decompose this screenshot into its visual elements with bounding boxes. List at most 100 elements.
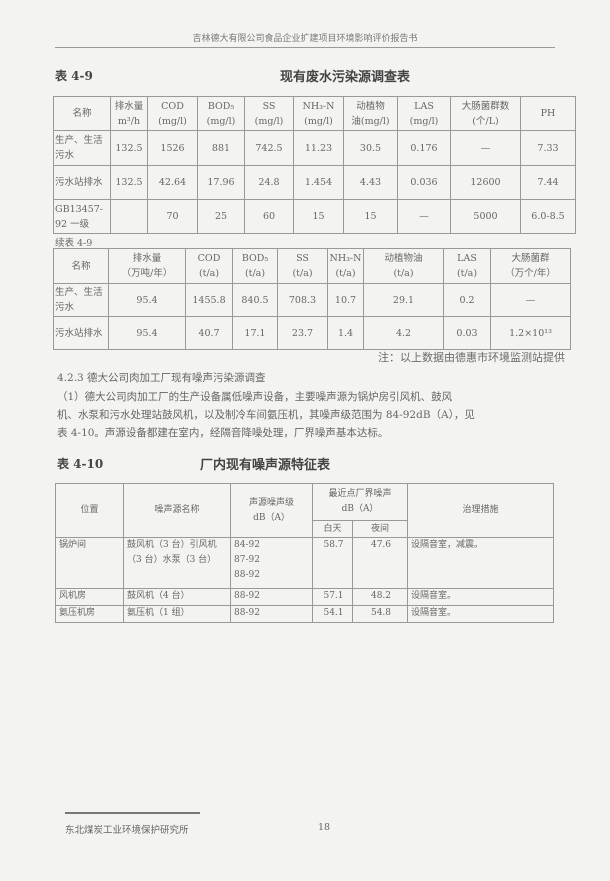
table-cell: 1.2×10¹³ (490, 316, 571, 350)
table-cell: 1.454 (293, 165, 344, 200)
table-row: 氨压机房 氨压机（1 组） 88-92 54.1 54.8 设隔音室。 (55, 605, 555, 623)
header-rule (55, 47, 555, 48)
cell-level: 88-92 (230, 588, 313, 606)
table-cell: 30.5 (343, 130, 398, 166)
table-cell: 24.8 (244, 165, 294, 200)
column-header: PH (520, 96, 576, 131)
running-header: 吉林德大有限公司食品企业扩建项目环境影响评价报告书 (192, 34, 418, 44)
cell-measure: 设隔音室。 (407, 588, 555, 606)
column-header: COD (t/a) (185, 248, 233, 284)
cell-night: 47.6 (351, 537, 409, 589)
table-cell: — (450, 130, 521, 166)
table-cell: 95.4 (108, 283, 186, 317)
column-header: BOD₅ (mg/l) (197, 96, 245, 131)
column-header: SS (mg/l) (244, 96, 294, 131)
table-cell: 10.7 (327, 283, 364, 317)
table-cell: 7.44 (520, 165, 576, 200)
cell-measure: 设隔音室。 (407, 605, 555, 623)
table-cell: 污水站排水 (53, 316, 109, 350)
column-header: 大肠菌群 （万个/年） (490, 248, 571, 284)
cell-location: 锅炉间 (55, 537, 124, 589)
header-location: 位置 (55, 483, 124, 538)
table3-title: 厂内现有噪声源特征表 (200, 458, 331, 473)
table-cell: 1526 (147, 130, 198, 166)
column-header: BOD₅ (t/a) (232, 248, 278, 284)
cell-level: 88-92 (230, 605, 313, 623)
cell-source: 鼓风机（4 台） (123, 588, 231, 606)
table-cell: 生产、生活污水 (53, 130, 111, 166)
column-header: 排水量 m³/h (110, 96, 148, 131)
table2-caption: 续表 4-9 (55, 238, 93, 249)
table-cell: 23.7 (277, 316, 328, 350)
header-level: 声源噪声级 dB（A） (230, 483, 313, 538)
table-cell: — (397, 199, 451, 234)
column-header: 排水量 （万吨/年） (108, 248, 186, 284)
table-row: 污水站排水 132.5 42.64 17.96 24.8 1.454 4.43 0.036 12… (53, 165, 576, 200)
table-cell: 15 (343, 199, 398, 234)
cell-night: 48.2 (351, 588, 409, 606)
cell-day: 58.7 (312, 537, 353, 589)
footer-org: 东北煤炭工业环境保护研究所 (65, 825, 189, 836)
table-cell: 70 (147, 199, 198, 234)
cell-location: 氨压机房 (55, 605, 124, 623)
table-cell: 6.0-8.5 (520, 199, 576, 234)
cell-source: 氨压机（1 组） (123, 605, 231, 623)
column-header: 名称 (53, 248, 109, 284)
table-cell (110, 199, 148, 234)
column-header: 大肠菌群数 (个/L) (450, 96, 521, 131)
table-cell: 42.64 (147, 165, 198, 200)
footer-rule (65, 812, 200, 814)
column-header: SS (t/a) (277, 248, 328, 284)
table-cell: 95.4 (108, 316, 186, 350)
table-cell: 生产、生活污水 (53, 283, 109, 317)
paragraph-line: （1）德大公司肉加工厂的生产设备属低噪声设备，主要噪声源为锅炉房引风机、鼓风 (57, 391, 453, 403)
cell-source: 鼓风机（3 台）引风机（3 台）水泵（3 台） (123, 537, 231, 589)
table1-caption: 表 4-9 (55, 69, 93, 83)
table1-title: 现有废水污染源调查表 (280, 70, 411, 85)
table-header-row: 名称 排水量 （万吨/年） COD (t/a) BOD₅ (t/a) SS (t/a) N… (53, 248, 571, 284)
table-cell: 15 (293, 199, 344, 234)
table-cell: 0.176 (397, 130, 451, 166)
cell-day: 57.1 (312, 588, 353, 606)
table-cell: 污水站排水 (53, 165, 111, 200)
wastewater-annual-table: 名称 排水量 （万吨/年） COD (t/a) BOD₅ (t/a) SS (t/a) N… (53, 248, 571, 350)
table-cell: 5000 (450, 199, 521, 234)
table-cell: 1.4 (327, 316, 364, 350)
cell-night: 54.8 (351, 605, 409, 623)
table-cell: 4.2 (363, 316, 444, 350)
cell-day: 54.1 (312, 605, 353, 623)
column-header: NH₃-N (mg/l) (293, 96, 344, 131)
table-cell: 0.03 (443, 316, 491, 350)
table-cell: 0.036 (397, 165, 451, 200)
column-header: 名称 (53, 96, 111, 131)
table-cell: 29.1 (363, 283, 444, 317)
paragraph-line: 表 4-10。声源设备都建在室内，经隔音降噪处理，厂界噪声基本达标。 (57, 427, 389, 439)
cell-level: 84-92 87-92 88-92 (230, 537, 313, 589)
column-header: NH₃-N (t/a) (327, 248, 364, 284)
table-cell: 25 (197, 199, 245, 234)
table-row: 生产、生活污水 95.4 1455.8 840.5 708.3 10.7 29.1 0.2— (53, 283, 571, 317)
table-cell: 840.5 (232, 283, 278, 317)
table-cell: 4.43 (343, 165, 398, 200)
page-number: 18 (318, 822, 331, 833)
column-header: LAS (mg/l) (397, 96, 451, 131)
table-row: GB13457-92 一级 70 25 60 15 15—5000 6.0-8.5 (53, 199, 576, 234)
cell-measure: 设隔音室，减震。 (407, 537, 555, 589)
table2-note: 注：以上数据由德惠市环境监测站提供 (378, 351, 565, 364)
wastewater-table: 名称 排水量 m³/h COD (mg/l) BOD₅ (mg/l) SS (mg/l)… (53, 96, 576, 234)
column-header: COD (mg/l) (147, 96, 198, 131)
table-cell: 742.5 (244, 130, 294, 166)
table-cell: 708.3 (277, 283, 328, 317)
section-heading: 4.2.3 德大公司肉加工厂现有噪声污染源调查 (57, 372, 266, 384)
table-cell: 881 (197, 130, 245, 166)
cell-location: 风机房 (55, 588, 124, 606)
table3-caption: 表 4-10 (57, 457, 104, 471)
header-night: 夜间 (351, 520, 409, 538)
header-measure: 治理措施 (407, 483, 555, 538)
table-cell: GB13457-92 一级 (53, 199, 111, 234)
table-cell: 17.96 (197, 165, 245, 200)
table-cell: 40.7 (185, 316, 233, 350)
column-header: 动植物油 (t/a) (363, 248, 444, 284)
table-row: 风机房 鼓风机（4 台） 88-92 57.1 48.2 设隔音室。 (55, 588, 555, 606)
table-row: 锅炉间 鼓风机（3 台）引风机（3 台）水泵（3 台） 84-92 87-92 88… (55, 537, 555, 589)
